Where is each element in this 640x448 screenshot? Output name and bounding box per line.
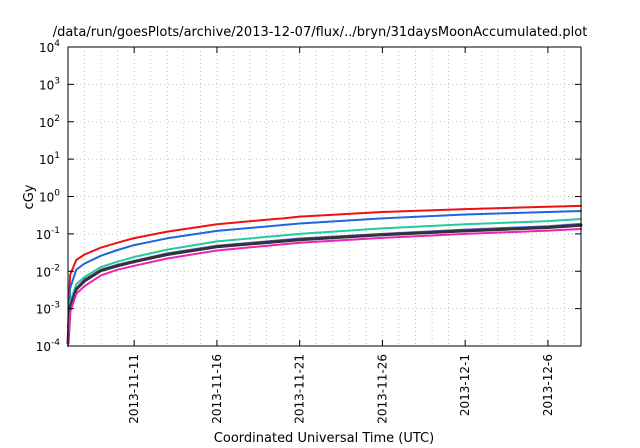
y-tick-label: 102 — [39, 114, 60, 130]
y-tick-label: 10-3 — [36, 301, 60, 317]
y-tick-label: 10-1 — [36, 226, 60, 242]
x-tick-label: 2013-12-1 — [458, 354, 472, 416]
y-tick-label: 103 — [39, 76, 60, 92]
series-layer — [66, 204, 583, 347]
x-tick-label: 2013-11-16 — [210, 354, 224, 424]
series-line-1 — [67, 204, 582, 330]
y-tick-label: 10-2 — [36, 263, 60, 279]
x-tick-label: 2013-11-21 — [293, 354, 307, 424]
grid — [68, 47, 581, 346]
y-tick-label: 100 — [39, 189, 60, 205]
series-line-6 — [67, 228, 582, 347]
chart-title: /data/run/goesPlots/archive/2013-12-07/f… — [53, 25, 588, 40]
x-tick-label: 2013-11-26 — [375, 354, 389, 424]
y-axis-label: cGy — [22, 184, 37, 209]
y-tick-label: 10-4 — [36, 338, 61, 354]
x-axis-label: Coordinated Universal Time (UTC) — [214, 431, 434, 446]
y-tick-label: 104 — [39, 39, 60, 55]
x-axis: 2013-11-11 2013-11-16 2013-11-21 2013-11-26… — [127, 47, 555, 424]
x-tick-label: 2013-11-11 — [127, 354, 141, 424]
x-tick-label: 2013-12-6 — [541, 354, 555, 416]
series-line-5 — [66, 223, 583, 345]
y-axis: 10-4 10-3 10-2 10-1 100 101 102 103 104 — [36, 39, 581, 354]
series-line-3 — [67, 218, 582, 341]
series-line-2 — [67, 210, 582, 336]
y-tick-label: 101 — [39, 151, 60, 167]
